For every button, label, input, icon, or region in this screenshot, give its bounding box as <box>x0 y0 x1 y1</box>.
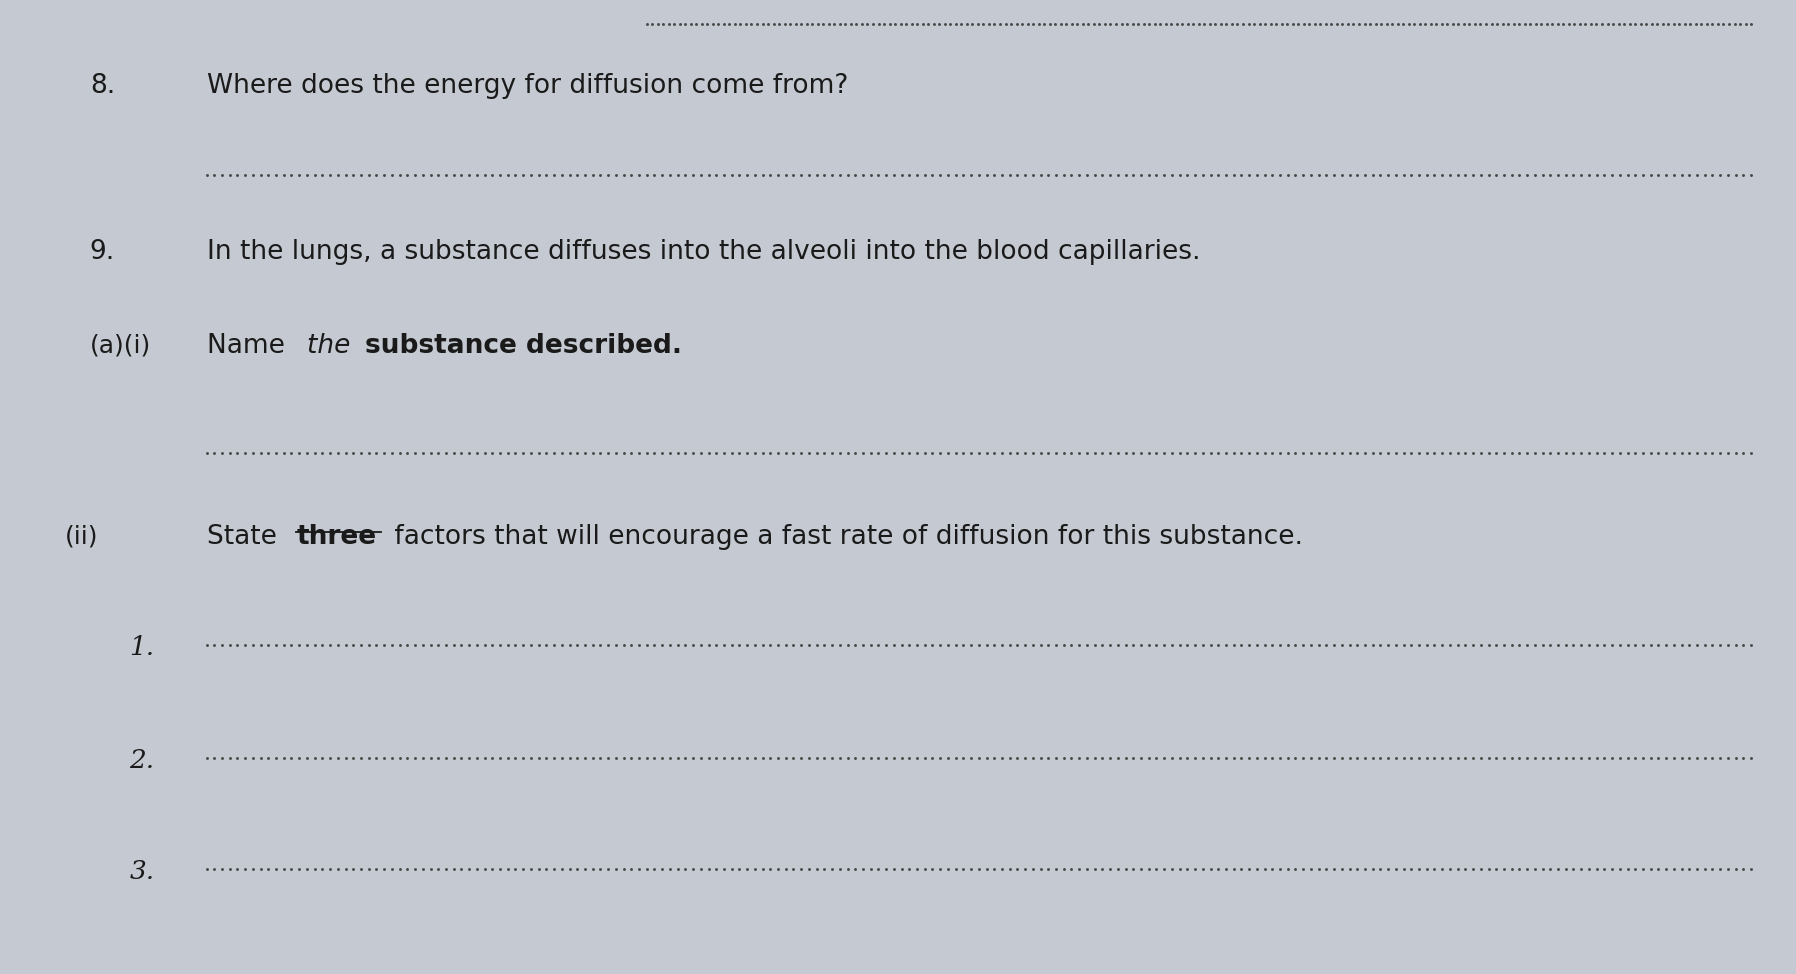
Text: State: State <box>207 524 286 550</box>
Text: 3.: 3. <box>129 859 154 884</box>
Text: 8.: 8. <box>90 73 115 99</box>
Text: 9.: 9. <box>90 239 115 265</box>
Text: the: the <box>307 333 359 359</box>
Text: factors that will encourage a fast rate of diffusion for this substance.: factors that will encourage a fast rate … <box>386 524 1304 550</box>
Text: three: three <box>296 524 377 550</box>
Text: Name: Name <box>207 333 293 359</box>
Text: 1.: 1. <box>129 635 154 660</box>
Text: substance described.: substance described. <box>365 333 682 359</box>
Text: In the lungs, a substance diffuses into the alveoli into the blood capillaries.: In the lungs, a substance diffuses into … <box>207 239 1200 265</box>
Text: 2.: 2. <box>129 748 154 773</box>
Text: (ii): (ii) <box>65 524 99 548</box>
Text: Where does the energy for diffusion come from?: Where does the energy for diffusion come… <box>207 73 848 99</box>
Text: (a)(i): (a)(i) <box>90 333 151 357</box>
